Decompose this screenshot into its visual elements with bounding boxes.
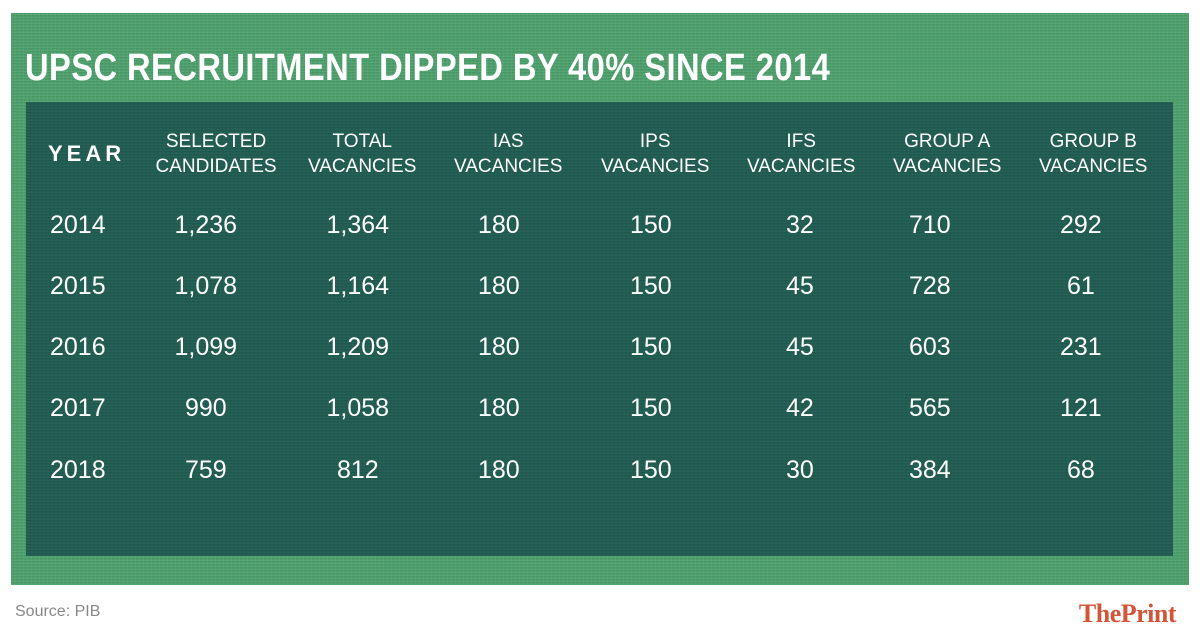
column-header-total-vacancies: TOTAL VACANCIES <box>308 129 416 179</box>
column-header-line: GROUP A <box>904 131 991 152</box>
table-cell-year: 2016 <box>50 333 106 361</box>
brand-logo: ThePrint <box>1078 599 1177 628</box>
table-cell: 565 <box>909 394 951 422</box>
table-cell: 759 <box>185 456 227 484</box>
column-header-year: YEAR <box>48 141 126 166</box>
table-cell: 180 <box>478 333 520 361</box>
table-cell: 180 <box>478 211 520 239</box>
column-header-line: CANDIDATES <box>155 156 277 177</box>
column-header-selected-candidates: SELECTED CANDIDATES <box>156 129 277 179</box>
table-cell: 1,364 <box>326 211 390 239</box>
table-cell: 150 <box>630 394 672 422</box>
table-cell: 1,164 <box>326 272 390 300</box>
table-cell: 32 <box>786 211 814 239</box>
table-cell: 42 <box>786 394 814 422</box>
table-cell-year: 2017 <box>50 394 106 422</box>
table-cell: 150 <box>630 211 672 239</box>
table-cell-year: 2014 <box>50 211 106 239</box>
column-header-line: VACANCIES <box>893 156 1002 177</box>
column-header-line: IFS <box>786 131 816 152</box>
column-header-line: GROUP B <box>1049 131 1137 152</box>
table-cell: 68 <box>1067 456 1095 484</box>
table-cell: 384 <box>909 456 951 484</box>
table-cell: 121 <box>1060 394 1102 422</box>
table-cell: 292 <box>1060 211 1102 239</box>
column-header-ips-vacancies: IPS VACANCIES <box>601 129 709 179</box>
table-cell: 45 <box>786 272 814 300</box>
column-header-group-b-vacancies: GROUP B VACANCIES <box>1039 129 1147 179</box>
column-header-line: VACANCIES <box>308 156 417 177</box>
column-header-group-a-vacancies: GROUP A VACANCIES <box>893 129 1001 179</box>
table-cell-year: 2018 <box>50 456 106 484</box>
column-header-line: VACANCIES <box>1039 156 1148 177</box>
table-cell: 150 <box>630 272 672 300</box>
table-cell: 180 <box>478 456 520 484</box>
chart-title: UPSC RECRUITMENT DIPPED BY 40% SINCE 201… <box>25 47 831 89</box>
table-cell: 45 <box>786 333 814 361</box>
table-cell-year: 2015 <box>50 272 106 300</box>
column-header-line: IPS <box>639 131 671 152</box>
table-cell: 812 <box>337 456 379 484</box>
column-header-line: VACANCIES <box>454 156 563 177</box>
table-cell: 1,078 <box>174 272 238 300</box>
table-cell: 180 <box>478 272 520 300</box>
table-cell: 1,058 <box>326 394 390 422</box>
column-header-line: IAS <box>492 131 524 152</box>
source-note: Source: PIB <box>15 603 101 620</box>
column-header-line: SELECTED <box>165 131 267 152</box>
table-cell: 180 <box>478 394 520 422</box>
table-cell: 1,099 <box>174 333 238 361</box>
table-cell: 150 <box>630 456 672 484</box>
table-cell: 728 <box>909 272 951 300</box>
table-panel <box>26 102 1173 556</box>
column-header-line: TOTAL <box>332 131 392 152</box>
column-header-line: VACANCIES <box>747 156 856 177</box>
column-header-line: VACANCIES <box>601 156 710 177</box>
table-cell: 30 <box>786 456 814 484</box>
table-cell: 61 <box>1067 272 1095 300</box>
table-cell: 231 <box>1060 333 1102 361</box>
table-cell: 1,209 <box>326 333 390 361</box>
table-cell: 150 <box>630 333 672 361</box>
table-cell: 710 <box>909 211 951 239</box>
table-cell: 603 <box>909 333 951 361</box>
column-header-ifs-vacancies: IFS VACANCIES <box>747 129 855 179</box>
table-cell: 990 <box>185 394 227 422</box>
table-cell: 1,236 <box>174 211 238 239</box>
column-header-ias-vacancies: IAS VACANCIES <box>454 129 562 179</box>
